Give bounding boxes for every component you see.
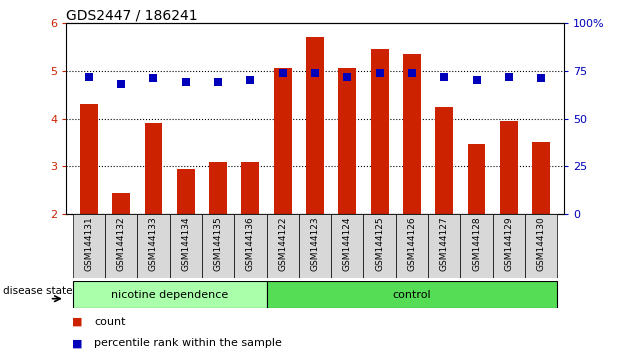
Bar	[525, 214, 558, 278]
Text: percentile rank within the sample: percentile rank within the sample	[94, 338, 282, 348]
Text: GSM144125: GSM144125	[375, 216, 384, 271]
Point	[310, 70, 320, 75]
Text: disease state: disease state	[3, 286, 73, 296]
Point	[504, 74, 514, 79]
Bar	[72, 281, 266, 308]
Bar	[169, 214, 202, 278]
Bar	[202, 214, 234, 278]
Point	[375, 70, 385, 75]
Bar	[105, 214, 137, 278]
Point	[471, 78, 481, 83]
Bar	[144, 124, 163, 214]
Bar	[266, 281, 558, 308]
Bar	[396, 214, 428, 278]
Bar	[331, 214, 364, 278]
Bar	[299, 214, 331, 278]
Text: ■: ■	[72, 338, 83, 348]
Text: count: count	[94, 317, 126, 327]
Text: nicotine dependence: nicotine dependence	[111, 290, 228, 300]
Bar	[177, 169, 195, 214]
Point	[149, 76, 159, 81]
Point	[213, 79, 223, 85]
Text: GSM144136: GSM144136	[246, 216, 255, 271]
Bar	[461, 214, 493, 278]
Point	[407, 70, 417, 75]
Point	[116, 81, 126, 87]
Bar	[370, 49, 389, 214]
Point	[536, 76, 546, 81]
Text: GDS2447 / 186241: GDS2447 / 186241	[66, 9, 198, 23]
Bar	[137, 214, 169, 278]
Bar	[338, 68, 356, 214]
Text: GSM144128: GSM144128	[472, 216, 481, 271]
Bar	[72, 214, 105, 278]
Bar	[266, 214, 299, 278]
Text: GSM144131: GSM144131	[84, 216, 93, 271]
Bar	[428, 214, 461, 278]
Bar	[435, 107, 453, 214]
Bar	[80, 104, 98, 214]
Point	[181, 79, 191, 85]
Bar	[274, 68, 292, 214]
Text: GSM144124: GSM144124	[343, 216, 352, 270]
Text: GSM144123: GSM144123	[311, 216, 319, 271]
Bar	[403, 54, 421, 214]
Text: GSM144122: GSM144122	[278, 216, 287, 270]
Text: GSM144134: GSM144134	[181, 216, 190, 271]
Bar	[209, 161, 227, 214]
Bar	[112, 193, 130, 214]
Point	[84, 74, 94, 79]
Point	[439, 74, 449, 79]
Text: GSM144127: GSM144127	[440, 216, 449, 271]
Text: control: control	[392, 290, 432, 300]
Text: GSM144133: GSM144133	[149, 216, 158, 271]
Bar	[532, 142, 550, 214]
Bar	[364, 214, 396, 278]
Bar	[234, 214, 266, 278]
Text: GSM144135: GSM144135	[214, 216, 222, 271]
Text: GSM144130: GSM144130	[537, 216, 546, 271]
Text: GSM144129: GSM144129	[505, 216, 513, 271]
Bar	[493, 214, 525, 278]
Text: GSM144126: GSM144126	[408, 216, 416, 271]
Bar	[241, 161, 260, 214]
Text: GSM144132: GSM144132	[117, 216, 125, 271]
Bar	[500, 121, 518, 214]
Bar	[467, 144, 486, 214]
Point	[278, 70, 288, 75]
Text: ■: ■	[72, 317, 83, 327]
Point	[245, 78, 255, 83]
Point	[342, 74, 352, 79]
Bar	[306, 37, 324, 214]
